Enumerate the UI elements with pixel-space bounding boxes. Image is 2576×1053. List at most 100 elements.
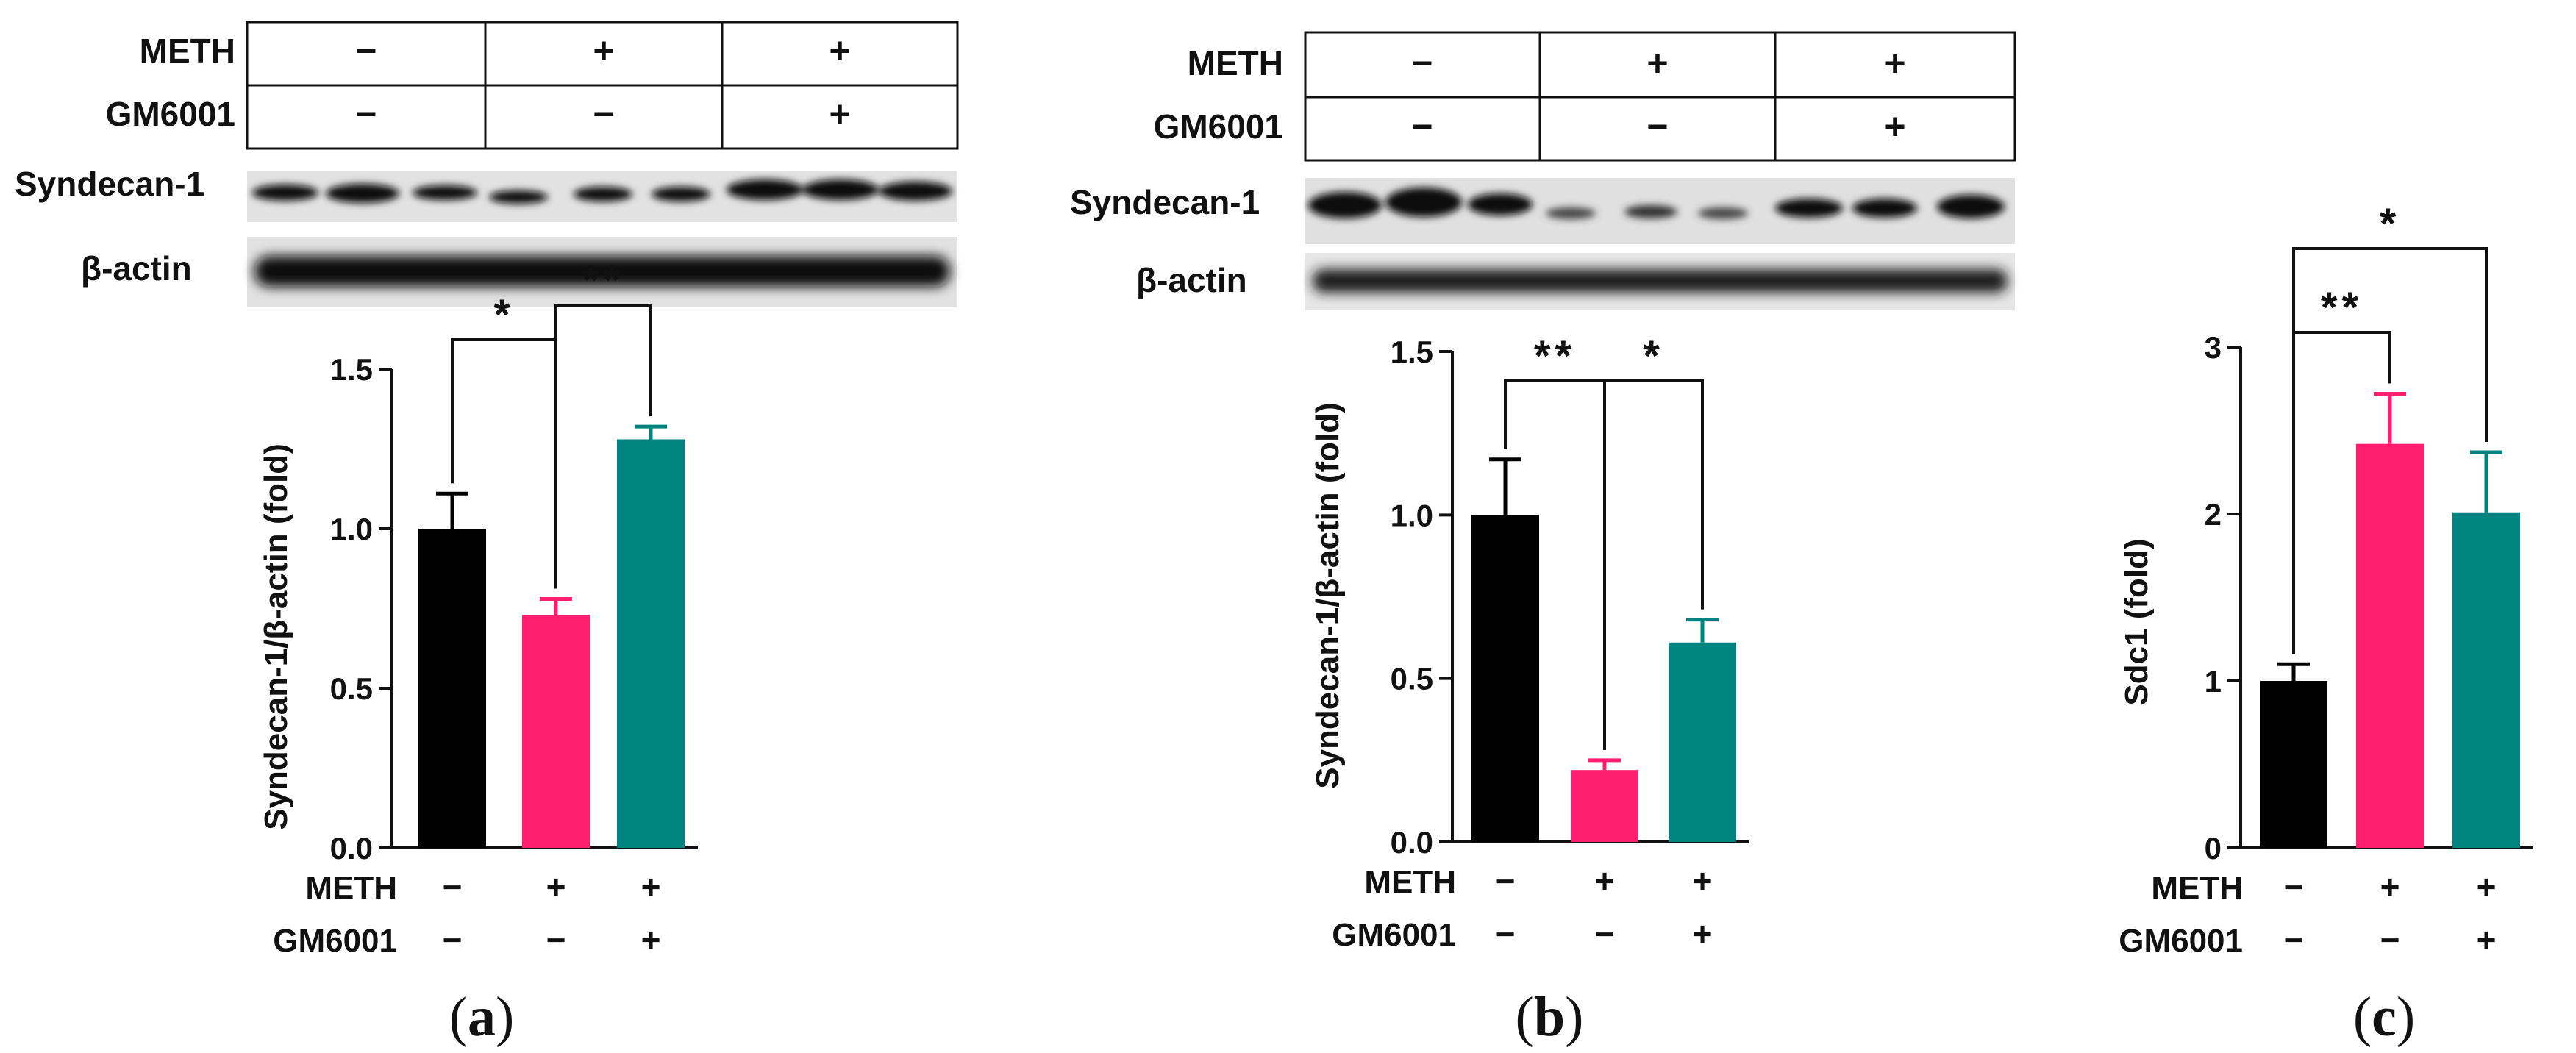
y-tick-label-a-0: 0.0: [330, 831, 373, 865]
panel-label-a: (a): [449, 986, 515, 1048]
y-axis-label-a: Syndecan-1/β-actin (fold): [258, 443, 294, 830]
blot-meth-sign-b-3: +: [1884, 43, 1905, 84]
bar-a-1: [418, 529, 486, 848]
actin-band-a: [247, 237, 957, 307]
blot-gm-sign-a-2: −: [593, 93, 614, 135]
blot-gm-sign-a-3: +: [829, 93, 850, 135]
blot-meth-sign-a-1: −: [355, 30, 377, 71]
actin-band-b: [1305, 253, 2015, 310]
x-meth-sign-b-2: +: [1595, 862, 1615, 900]
blot-meth-sign-a-3: +: [829, 30, 850, 71]
blot-gm-sign-a-1: −: [355, 93, 377, 135]
blot-a: METH GM6001 − + + − − + Syndecan-1 β-act…: [15, 21, 959, 307]
y-axis-label-b: Syndecan-1/β-actin (fold): [1310, 402, 1346, 789]
y-tick-label-b-0: 0.0: [1391, 825, 1433, 860]
y-tick-label-c-1: 1: [2205, 664, 2222, 699]
y-tick-label-c-2: 2: [2205, 497, 2222, 532]
blot-actin-label-b: β-actin: [1136, 261, 1247, 299]
significance-a: ***: [451, 257, 652, 589]
blot-gm-sign-b-2: −: [1646, 106, 1668, 147]
blot-meth-sign-b-2: +: [1646, 43, 1668, 84]
x-meth-label-a: METH: [305, 870, 397, 906]
x-gm-sign-a-1: −: [443, 921, 463, 959]
panel-letter-c: c: [2372, 986, 2397, 1048]
condition-table-a: [246, 21, 959, 150]
significance-label-a-2: **: [582, 257, 624, 304]
x-meth-sign-c-1: −: [2284, 868, 2304, 906]
condition-table-b: [1304, 31, 2016, 162]
x-meth-sign-a-2: +: [546, 868, 566, 906]
panel-letter-b: b: [1534, 986, 1565, 1048]
x-gm-sign-b-3: +: [1693, 915, 1713, 953]
x-gm-label-c: GM6001: [2119, 923, 2243, 959]
blot-gm-label-b: GM6001: [1154, 107, 1283, 146]
x-gm-sign-b-2: −: [1595, 915, 1615, 953]
blot-meth-label-a: METH: [140, 32, 235, 70]
x-meth-sign-b-1: −: [1496, 862, 1516, 900]
bars-c: [2260, 392, 2520, 848]
bar-a-2: [522, 615, 590, 848]
x-meth-sign-b-3: +: [1693, 862, 1713, 900]
blot-gm-sign-b-1: −: [1411, 106, 1433, 147]
x-gm-label-a: GM6001: [273, 923, 397, 959]
y-tick-label-a-3: 1.5: [330, 352, 373, 387]
significance-bracket-b-2: [1603, 379, 1704, 750]
x-meth-sign-c-3: +: [2477, 868, 2497, 906]
significance-c: ***: [2292, 200, 2488, 654]
blot-syndecan-label-a: Syndecan-1: [15, 165, 204, 203]
blot-meth-sign-a-2: +: [593, 30, 614, 71]
x-conditions-a: METH GM6001 − + + − − +: [273, 868, 660, 959]
x-meth-sign-c-2: +: [2380, 868, 2400, 906]
bar-b-2: [1571, 770, 1638, 842]
bars-b: [1471, 457, 1736, 842]
blot-actin-label-a: β-actin: [81, 249, 192, 288]
bar-b-3: [1669, 642, 1736, 842]
panel-label-c: (c): [2353, 986, 2415, 1048]
significance-b: ** *: [1504, 332, 1704, 750]
y-axis-b: 0.0 0.5 1.0 1.5: [1391, 335, 1749, 860]
blot-syndecan-label-b: Syndecan-1: [1070, 183, 1260, 221]
significance-bracket-c-2: [2292, 247, 2488, 654]
x-gm-sign-c-3: +: [2477, 921, 2497, 959]
chart-b: Syndecan-1/β-actin (fold) 0.0 0.5 1.0 1.5 *…: [1310, 332, 1749, 1048]
x-conditions-b: METH GM6001 − + + − − +: [1332, 862, 1712, 953]
y-tick-label-b-3: 1.5: [1391, 335, 1433, 369]
x-meth-sign-a-1: −: [443, 868, 463, 906]
x-gm-sign-a-2: −: [546, 921, 566, 959]
blot-meth-label-b: METH: [1188, 44, 1283, 82]
y-tick-label-b-1: 0.5: [1391, 662, 1433, 696]
x-conditions-c: METH GM6001 − + + − − +: [2119, 868, 2496, 959]
bar-c-1: [2260, 681, 2327, 848]
blot-gm-label-a: GM6001: [106, 95, 235, 133]
blot-gm-sign-b-3: +: [1884, 106, 1905, 147]
significance-label-c-1: **: [2321, 284, 2363, 332]
significance-bracket-a-2: [554, 304, 652, 589]
y-tick-label-a-2: 1.0: [330, 512, 373, 546]
syndecan-band-b: [1305, 178, 2015, 244]
bar-a-3: [617, 439, 685, 848]
x-meth-sign-a-3: +: [641, 868, 661, 906]
panel-letter-a: a: [468, 986, 496, 1048]
panel-label-b: (b): [1516, 986, 1584, 1048]
y-tick-label-a-1: 0.5: [330, 671, 373, 706]
x-gm-sign-b-1: −: [1496, 915, 1516, 953]
significance-label-c-2: *: [2380, 200, 2401, 248]
y-tick-label-c-0: 0: [2205, 831, 2222, 865]
significance-label-a-1: *: [493, 291, 515, 339]
chart-a: Syndecan-1/β-actin (fold) 0.0 0.5 1.0 1.5 *…: [258, 257, 698, 1048]
bar-c-3: [2452, 512, 2520, 848]
y-tick-label-b-2: 1.0: [1391, 498, 1433, 532]
y-tick-label-c-3: 3: [2205, 330, 2222, 365]
bar-b-1: [1471, 515, 1539, 842]
blot-meth-sign-b-1: −: [1411, 43, 1433, 84]
x-gm-label-b: GM6001: [1332, 917, 1456, 953]
x-meth-label-c: METH: [2151, 870, 2243, 906]
x-gm-sign-a-3: +: [641, 921, 661, 959]
x-meth-label-b: METH: [1364, 864, 1456, 900]
y-axis-label-c: Sdc1 (fold): [2119, 538, 2155, 705]
blot-b: METH GM6001 − + + − − + Syndecan-1 β-act…: [1070, 31, 2016, 310]
x-gm-sign-c-1: −: [2284, 921, 2304, 959]
x-gm-sign-c-2: −: [2380, 921, 2400, 959]
